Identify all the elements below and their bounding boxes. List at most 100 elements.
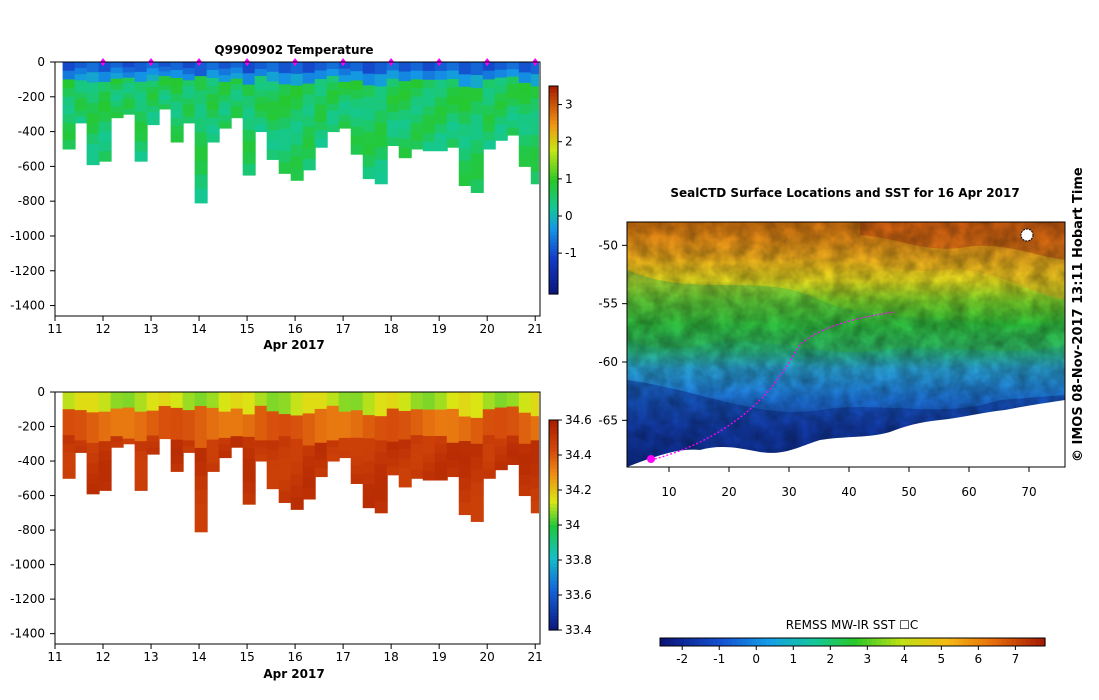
colorbar-band [549,276,558,281]
sst-colorbar-band [756,638,762,646]
sst-colorbar-band [842,638,849,646]
profile-cell [266,62,280,73]
profile-cell [122,98,136,105]
colorbar-band [549,196,558,201]
profile-cell [122,67,136,73]
colorbar-band [549,200,558,205]
sst-colorbar-band [708,638,714,646]
profile-cell [482,62,496,72]
profile-cell [110,408,124,415]
profile-cell [374,404,388,417]
profile-cell [374,452,388,465]
profile-cell [86,103,100,114]
profile-cell [386,95,400,105]
colorbar-band [549,255,558,260]
profile-cell [242,129,256,142]
profile-cell [398,429,412,440]
profile-cell [458,111,472,125]
profile-cell [218,75,232,83]
sst-colorbar-tick-label: -2 [676,652,688,666]
profile-cell [386,128,400,138]
profile-cell [290,474,304,487]
sst-colorbar-band [775,638,781,646]
colorbar-band [549,465,558,470]
profile-cell [314,138,328,148]
profile-cell [266,71,280,82]
profile-cell [242,62,256,74]
profile-cell [254,398,268,407]
colorbar-band [549,434,558,439]
profile-cell [98,71,112,83]
map-y-tick-label: -55 [598,297,618,311]
colorbar-band [549,169,558,174]
profile-cell [518,474,532,486]
profile-cell [518,433,532,445]
profile-cell [410,452,424,462]
colorbar-band [549,423,558,428]
seal-track [650,311,896,461]
profile-cell [134,91,148,103]
colorbar-band [549,280,558,285]
profile-cell [326,398,340,407]
profile-cell [290,415,304,428]
profile-cell [158,66,172,72]
profile-cell [266,392,280,403]
profile-cell [362,403,376,416]
y-tick-label: -400 [18,454,45,468]
profile-cell [86,392,100,403]
profile-cell [110,106,124,113]
profile-cell [422,97,436,107]
profile-cell [158,424,172,430]
profile-cell [134,71,148,83]
profile-cell [170,102,184,111]
profile-cell [422,453,436,463]
profile-cell [146,118,160,126]
colorbar-band [549,490,558,495]
profile-cell [254,440,268,448]
profile-cell [62,435,76,445]
colorbar-tick-label: 1 [565,172,573,186]
profile-cell [134,151,148,162]
sst-colorbar-band [1016,638,1022,646]
profile-cell [230,95,244,102]
profile-cell [482,131,496,141]
profile-cell [170,78,184,87]
profile-cell [506,406,520,415]
profile-cell [194,104,208,119]
profile-cell [134,81,148,93]
profile-cell [290,450,304,463]
profile-cell [182,434,196,441]
map-y-tick-label: -60 [598,355,618,369]
profile-cell [230,62,244,69]
y-tick-label: -1400 [10,627,45,641]
profile-cell [302,477,316,489]
profile-cell [314,434,328,444]
colorbar-band [549,158,558,163]
profile-cell [134,131,148,142]
profile-cell [422,436,436,446]
profile-cell [74,440,88,447]
x-tick-label: 20 [480,650,495,664]
profile-cell [326,117,340,126]
map-title: SealCTD Surface Locations and SST for 16… [670,186,1019,200]
colorbar-band [549,120,558,125]
y-tick-label: -600 [18,489,45,503]
profile-cell [134,460,148,472]
x-tick-label: 15 [239,650,254,664]
colorbar-band [549,588,558,593]
temperature-x-axis: 11 12 13 14 15 16 17 18 19 20 21 [47,316,543,336]
profile-cell [362,461,376,474]
y-tick-label: -1000 [10,558,45,572]
profile-cell [506,435,520,444]
map-frame [626,221,1066,468]
profile-cell [338,108,352,116]
profile-cell [302,392,316,404]
profile-cell [218,418,232,426]
colorbar-band [549,124,558,129]
sst-colorbar-band [838,638,844,646]
x-tick-label: 13 [143,322,158,336]
profile-cell [326,110,340,119]
profile-cell [62,426,76,436]
profile-cell [146,105,160,113]
